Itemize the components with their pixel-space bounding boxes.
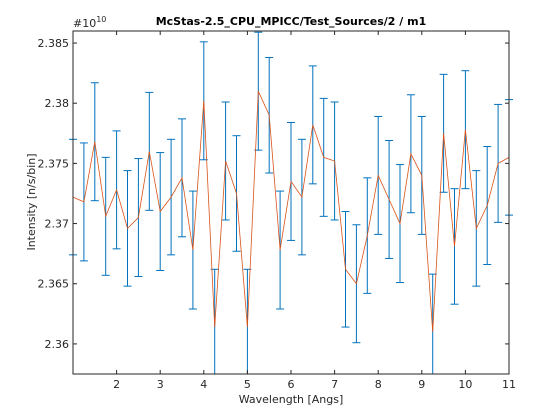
x-tick-label: 9	[418, 378, 425, 391]
x-tick-label: 7	[331, 378, 338, 391]
y-exponent-base: #10	[73, 17, 96, 30]
ticks-layer: 2 3 4 5 6 7 8 9 10 11 2.36 2.365 2.37 2.375 2.38 2.385	[38, 31, 516, 391]
x-tick-label: 10	[458, 378, 472, 391]
chart-title: McStas-2.5_CPU_MPICC/Test_Sources/2 / m1	[156, 15, 427, 28]
y-axis-label: Intensity [n/s/bin]	[25, 153, 38, 250]
y-tick-label: 2.36	[45, 338, 70, 351]
x-tick-label: 8	[375, 378, 382, 391]
y-tick-label: 2.385	[38, 37, 70, 50]
y-exponent-power: 10	[96, 15, 106, 24]
x-tick-label: 5	[244, 378, 251, 391]
x-tick-label: 11	[502, 378, 516, 391]
y-tick-label: 2.365	[38, 278, 70, 291]
data-line	[72, 91, 510, 332]
y-axis-exponent: #1010	[73, 15, 106, 30]
x-tick-label: 2	[113, 378, 120, 391]
y-tick-label: 2.37	[45, 218, 70, 231]
y-tick-label: 2.38	[45, 97, 70, 110]
x-tick-label: 4	[200, 378, 207, 391]
y-tick-label: 2.375	[38, 157, 70, 170]
x-tick-label: 3	[157, 378, 164, 391]
error-bar	[428, 273, 437, 374]
x-tick-label: 6	[288, 378, 295, 391]
x-axis-label: Wavelength [Angs]	[239, 393, 344, 406]
